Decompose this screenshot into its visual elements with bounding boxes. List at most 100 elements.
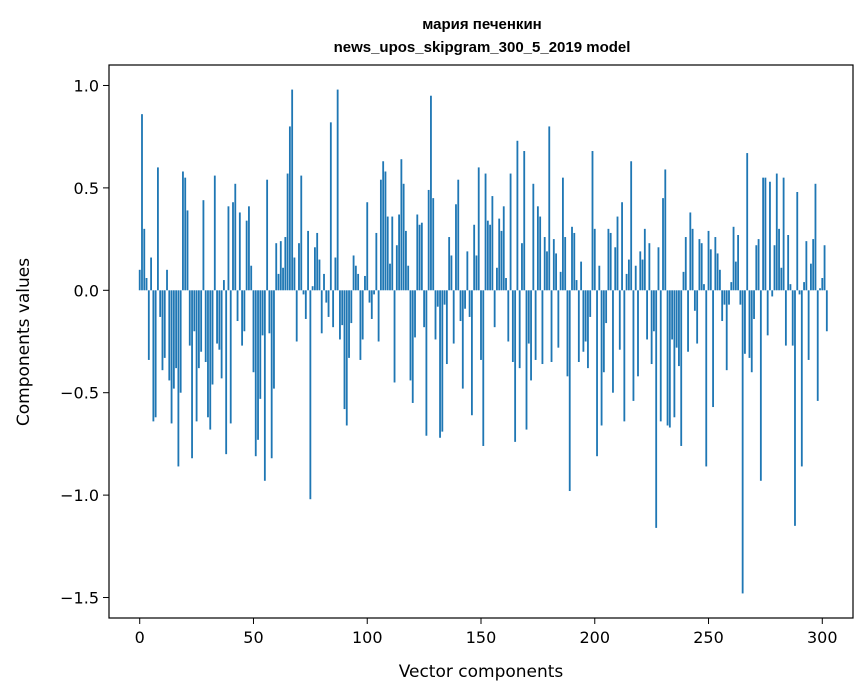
bar-235 bbox=[673, 290, 676, 418]
bar-259 bbox=[728, 290, 730, 305]
bar-88 bbox=[339, 290, 341, 340]
bar-269 bbox=[750, 290, 753, 373]
bar-24 bbox=[193, 290, 196, 332]
bar-34 bbox=[216, 290, 218, 344]
bar-11 bbox=[163, 290, 166, 358]
bar-231 bbox=[664, 169, 667, 291]
bar-236 bbox=[675, 290, 678, 348]
bar-171 bbox=[527, 290, 530, 344]
bar-5 bbox=[150, 257, 152, 291]
x-axis-label: Vector components bbox=[399, 662, 564, 682]
bar-258 bbox=[725, 290, 728, 371]
bar-300 bbox=[821, 278, 824, 291]
bar-120 bbox=[411, 290, 414, 403]
bar-142 bbox=[461, 290, 464, 389]
bar-17 bbox=[177, 290, 180, 467]
bar-118 bbox=[407, 265, 410, 291]
bar-183 bbox=[555, 253, 557, 291]
bar-119 bbox=[409, 290, 412, 381]
bar-10 bbox=[161, 290, 164, 371]
x-tick-label-250: 250 bbox=[693, 628, 724, 647]
bar-266 bbox=[744, 290, 746, 354]
bar-39 bbox=[227, 206, 230, 291]
bar-161 bbox=[505, 278, 507, 291]
bar-211 bbox=[618, 290, 621, 350]
bar-23 bbox=[191, 290, 193, 459]
bar-44 bbox=[238, 212, 241, 291]
bar-282 bbox=[780, 267, 783, 291]
bar-29 bbox=[204, 290, 207, 362]
x-axis-ticks: 0 50 100 150 200 250 300 bbox=[135, 618, 838, 647]
bar-194 bbox=[580, 261, 583, 291]
bar-155 bbox=[491, 196, 494, 291]
bar-86 bbox=[334, 257, 337, 291]
bar-55 bbox=[263, 290, 266, 481]
bar-244 bbox=[693, 290, 696, 311]
bar-123 bbox=[418, 224, 421, 291]
bar-141 bbox=[459, 290, 462, 322]
bar-116 bbox=[402, 183, 405, 291]
bar-273 bbox=[759, 290, 762, 481]
bar-83 bbox=[327, 290, 330, 317]
bar-202 bbox=[598, 265, 601, 291]
bar-53 bbox=[259, 290, 262, 399]
bar-3 bbox=[145, 278, 148, 291]
bar-4 bbox=[147, 290, 150, 360]
chart-subtitle: news_upos_skipgram_300_5_2019 model bbox=[334, 39, 631, 56]
bar-178 bbox=[543, 237, 546, 291]
bar-188 bbox=[566, 290, 569, 377]
bar-77 bbox=[314, 247, 316, 291]
bar-158 bbox=[498, 218, 501, 291]
bar-50 bbox=[252, 290, 255, 373]
bar-263 bbox=[737, 235, 740, 291]
bar-270 bbox=[753, 290, 755, 319]
bar-293 bbox=[805, 241, 808, 291]
bar-240 bbox=[684, 237, 687, 291]
bar-302 bbox=[825, 290, 828, 332]
bar-166 bbox=[516, 140, 519, 291]
bar-256 bbox=[721, 290, 724, 322]
bar-159 bbox=[500, 230, 503, 291]
bar-0 bbox=[138, 269, 141, 291]
bar-150 bbox=[480, 290, 482, 360]
bar-272 bbox=[757, 239, 760, 291]
bar-92 bbox=[348, 290, 350, 358]
bar-249 bbox=[705, 290, 708, 467]
bar-229 bbox=[659, 290, 662, 422]
bar-261 bbox=[732, 226, 735, 291]
bar-275 bbox=[764, 177, 767, 291]
bar-199 bbox=[591, 151, 594, 291]
bar-132 bbox=[439, 290, 441, 438]
bar-31 bbox=[209, 290, 212, 430]
bar-129 bbox=[432, 198, 435, 291]
bar-180 bbox=[548, 126, 551, 291]
bar-289 bbox=[796, 191, 799, 291]
y-tick-label-3: −0.5 bbox=[60, 384, 99, 403]
bar-84 bbox=[329, 122, 332, 291]
bar-137 bbox=[450, 255, 453, 291]
bar-89 bbox=[341, 290, 344, 326]
bar-260 bbox=[730, 282, 733, 291]
y-axis-label: Components values bbox=[14, 258, 34, 426]
bar-140 bbox=[457, 179, 460, 291]
bar-71 bbox=[300, 175, 303, 291]
bar-234 bbox=[671, 290, 674, 340]
bar-203 bbox=[600, 290, 603, 426]
bar-8 bbox=[157, 167, 159, 291]
bar-163 bbox=[509, 173, 512, 291]
bar-145 bbox=[468, 290, 471, 317]
bar-64 bbox=[284, 237, 287, 291]
bar-196 bbox=[584, 290, 587, 342]
bar-169 bbox=[523, 151, 526, 291]
bar-242 bbox=[689, 212, 692, 291]
bar-124 bbox=[420, 222, 423, 291]
bar-58 bbox=[270, 290, 273, 459]
bar-267 bbox=[746, 153, 749, 291]
bar-205 bbox=[605, 290, 608, 324]
bar-153 bbox=[486, 220, 489, 291]
bar-192 bbox=[575, 280, 578, 291]
bar-26 bbox=[197, 290, 200, 369]
bar-176 bbox=[539, 216, 542, 291]
bar-80 bbox=[320, 290, 323, 334]
bar-47 bbox=[245, 220, 248, 291]
